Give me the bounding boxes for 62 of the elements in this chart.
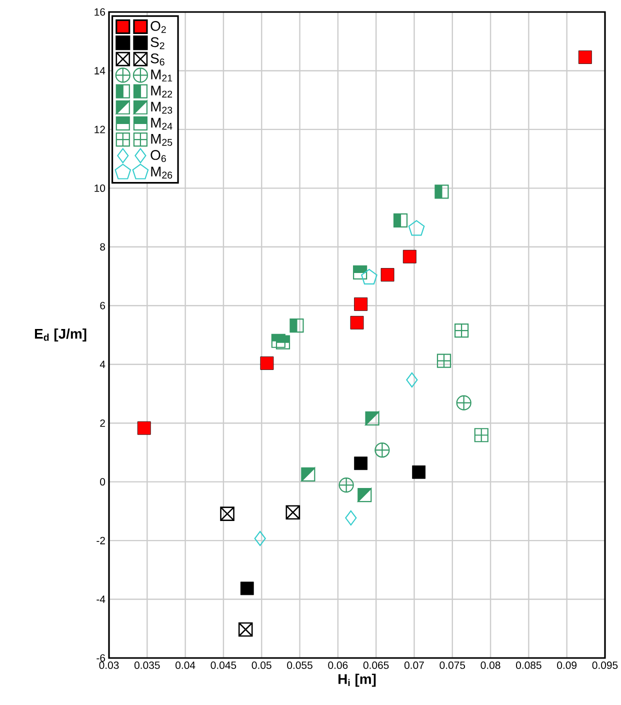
legend-label: S$_{2}$ (150, 37, 164, 50)
y-tick-label: -2 (96, 536, 105, 544)
x-tick-label: 0.04 (175, 662, 195, 669)
x-tick-label: 0.055 (286, 662, 312, 669)
y-tick-label: -4 (96, 596, 105, 603)
point (344, 510, 357, 526)
x-tick-label: 0.075 (440, 662, 465, 669)
point (360, 268, 378, 284)
text: E$_{d}$ [J/m] (34, 328, 86, 342)
point (412, 465, 426, 479)
x-tick-label: 0.045 (210, 662, 236, 669)
y-tick-label: -6 (96, 654, 105, 662)
point (406, 372, 418, 388)
x-tick-label: 0.03 (99, 662, 119, 669)
legend-label: M$_{25}$ (151, 134, 172, 146)
x-tick-label: 0.07 (404, 662, 424, 669)
point (578, 50, 592, 64)
x-tick-label: 0.065 (363, 662, 389, 669)
y-tick-label: 8 (100, 243, 105, 251)
y-tick-label: 16 (94, 8, 105, 16)
point (286, 505, 300, 520)
legend-label: O$_{6}$ (150, 150, 166, 162)
x-tick-label: 0.06 (328, 662, 348, 669)
y-tick-label: 6 (100, 302, 105, 310)
point (374, 442, 390, 458)
point (436, 354, 451, 368)
point (456, 395, 472, 410)
y-tick-label: 0 (100, 478, 105, 486)
point (380, 268, 394, 282)
point (238, 622, 253, 637)
point (220, 506, 234, 521)
x-tick-label: 0.035 (134, 662, 160, 669)
legend-label: S$_{6}$ (150, 53, 164, 66)
y-tick-label: 12 (94, 126, 105, 134)
x-tick-label: 0.05 (252, 662, 272, 669)
point (402, 250, 416, 264)
y-tick-label: 2 (100, 419, 105, 427)
x-tick-label: 0.085 (516, 662, 542, 669)
point (137, 421, 151, 435)
y-tick-label: 14 (94, 67, 105, 74)
point (354, 456, 368, 470)
legend-label: O$_{2}$ (150, 21, 166, 33)
x-tick-label: 0.09 (556, 662, 576, 669)
legend-label: M$_{22}$ (151, 86, 172, 98)
point (454, 324, 468, 338)
point (350, 316, 364, 330)
point (338, 477, 354, 493)
point (408, 220, 424, 236)
legend-label: M$_{24}$ (151, 118, 172, 130)
point (254, 530, 266, 546)
legend-label: M$_{21}$ (151, 70, 172, 82)
point (474, 428, 488, 442)
point (354, 297, 368, 311)
legend-label: M$_{26}$ (151, 166, 172, 179)
x-tick-label: 0.095 (592, 662, 618, 669)
legend-label: M$_{23}$ (151, 102, 172, 114)
x-tick-label: 0.08 (480, 662, 500, 669)
text: H$_{i}$ [m] (338, 674, 376, 687)
point (240, 582, 254, 596)
y-tick-label: 10 (94, 184, 105, 192)
y-tick-label: 4 (100, 360, 105, 368)
point (260, 356, 274, 370)
